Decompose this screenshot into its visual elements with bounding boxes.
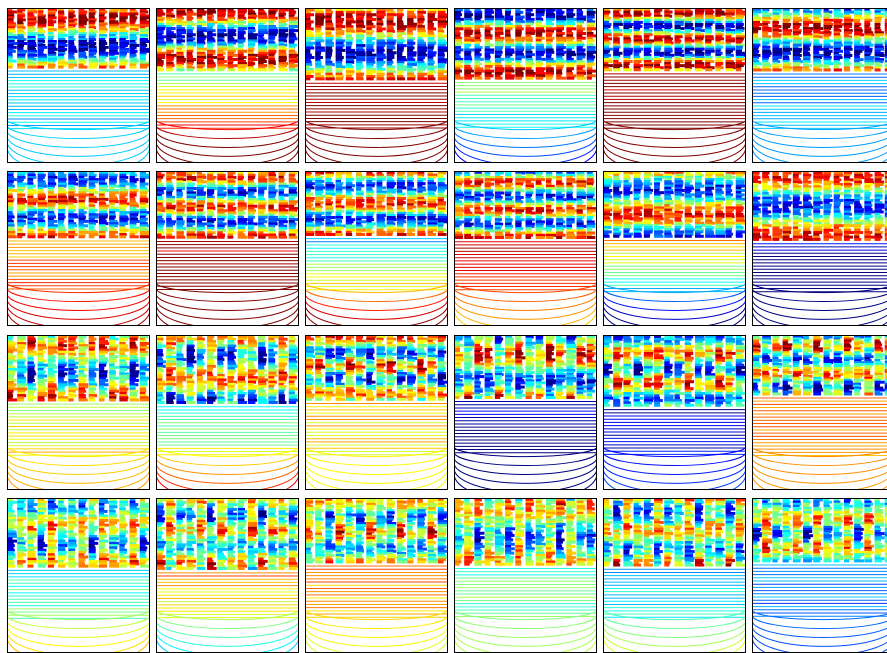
panel [156, 171, 299, 337]
panel [305, 8, 448, 174]
panel [7, 171, 150, 337]
panel [454, 171, 597, 337]
figure-grid [0, 0, 887, 653]
panel [603, 171, 746, 337]
panel [752, 171, 887, 337]
panel [156, 8, 299, 174]
panel [752, 8, 887, 174]
page: (() => { const data = JSON.parse(documen… [0, 0, 887, 653]
panel [7, 8, 150, 174]
panel [305, 171, 448, 337]
panel [454, 8, 597, 174]
panel [603, 8, 746, 174]
